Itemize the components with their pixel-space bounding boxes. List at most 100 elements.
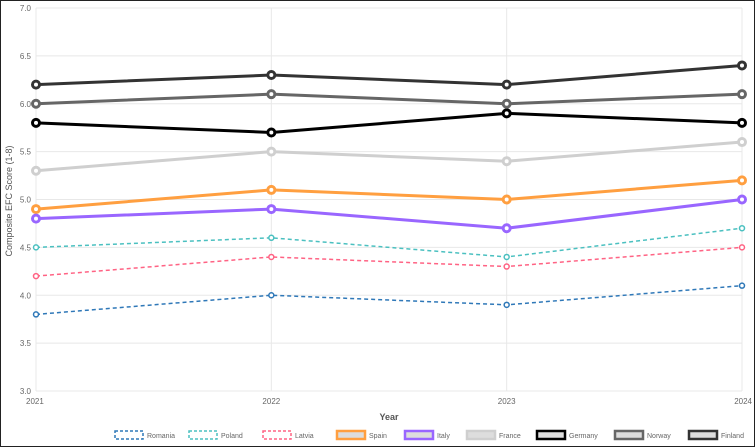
series-line-germany — [35, 111, 743, 134]
legend-swatch — [613, 429, 645, 441]
data-point-norway — [737, 89, 747, 100]
data-point-spain — [266, 184, 277, 195]
data-point-poland — [32, 244, 40, 251]
data-point-france — [31, 165, 41, 176]
series-line-france — [35, 140, 743, 173]
data-point-germany — [501, 108, 512, 119]
data-point-latvia — [32, 272, 40, 280]
legend-swatch — [188, 430, 218, 440]
series-lines — [31, 60, 747, 318]
series-germany — [31, 108, 747, 138]
x-tick-label: 2021 — [26, 397, 44, 406]
legend-label: France — [499, 433, 521, 440]
legend-swatch — [262, 430, 292, 440]
y-tick-label: 3.0 — [20, 387, 32, 396]
data-point-finland — [266, 70, 277, 81]
series-line-finland — [35, 63, 743, 87]
data-point-italy — [737, 194, 747, 205]
legend-swatch — [465, 429, 497, 441]
legend-item-germany[interactable]: Germany — [535, 429, 598, 441]
data-point-norway — [31, 98, 41, 109]
series-line-romania — [35, 284, 743, 316]
data-point-poland — [738, 224, 746, 232]
data-point-italy — [31, 213, 41, 224]
data-point-france — [737, 137, 747, 148]
series-poland — [32, 224, 746, 261]
data-point-norway — [266, 89, 277, 100]
x-tick-label: 2022 — [262, 397, 280, 406]
data-point-latvia — [738, 244, 746, 251]
data-point-france — [266, 146, 277, 157]
y-tick-label: 6.5 — [20, 52, 32, 61]
legend-label: Latvia — [295, 433, 314, 440]
data-point-france — [501, 156, 512, 167]
y-tick-label: 6.0 — [20, 100, 32, 109]
legend-item-spain[interactable]: Spain — [335, 429, 387, 441]
series-spain — [31, 175, 747, 215]
data-point-romania — [738, 282, 746, 289]
legend-label: Poland — [221, 433, 243, 440]
legend-item-poland[interactable]: Poland — [188, 430, 243, 440]
data-point-romania — [32, 311, 40, 318]
data-point-spain — [501, 194, 512, 205]
legend-item-latvia[interactable]: Latvia — [262, 430, 314, 440]
y-tick-label: 5.0 — [20, 196, 32, 205]
y-tick-label: 4.0 — [20, 291, 32, 300]
x-axis-label: Year — [379, 412, 399, 422]
series-norway — [31, 89, 747, 109]
series-france — [31, 137, 747, 176]
data-point-italy — [501, 223, 512, 234]
legend-label: Norway — [647, 433, 671, 440]
data-point-finland — [501, 79, 512, 90]
y-tick-label: 3.5 — [20, 339, 32, 348]
data-point-germany — [31, 117, 41, 128]
legend-swatch — [335, 429, 367, 441]
legend-item-france[interactable]: France — [465, 429, 521, 441]
legend-label: Germany — [569, 433, 598, 440]
data-point-spain — [31, 204, 41, 215]
data-point-romania — [268, 292, 275, 299]
legend-item-italy[interactable]: Italy — [403, 429, 450, 441]
series-line-norway — [35, 92, 743, 106]
series-line-latvia — [35, 246, 743, 277]
legend-label: Spain — [369, 433, 387, 440]
legend-label: Italy — [437, 433, 450, 440]
data-point-latvia — [503, 263, 510, 270]
data-point-finland — [737, 60, 747, 71]
data-point-finland — [31, 79, 41, 90]
data-point-germany — [266, 127, 277, 138]
data-point-latvia — [268, 253, 275, 261]
legend: Romania Poland Latvia Spain Italy France Germa… — [114, 429, 744, 441]
data-point-poland — [268, 234, 275, 242]
data-point-germany — [737, 117, 747, 128]
series-italy — [31, 194, 747, 234]
series-romania — [32, 282, 746, 318]
legend-label: Finland — [721, 433, 744, 440]
series-line-spain — [35, 178, 743, 211]
legend-swatch — [687, 429, 719, 441]
legend-item-finland[interactable]: Finland — [687, 429, 744, 441]
y-axis-label: Composite EFC Score (1-8) — [4, 145, 14, 256]
x-tick-label: 2024 — [734, 397, 752, 406]
data-point-romania — [503, 301, 510, 309]
series-finland — [31, 60, 747, 90]
series-line-poland — [35, 227, 743, 258]
series-latvia — [32, 244, 746, 280]
y-tick-label: 4.5 — [20, 243, 32, 252]
legend-swatch — [403, 429, 435, 441]
legend-item-romania[interactable]: Romania — [114, 430, 175, 440]
legend-label: Romania — [147, 433, 175, 440]
y-tick-label: 7.0 — [20, 4, 32, 13]
x-tick-label: 2023 — [498, 397, 516, 406]
legend-swatch — [114, 430, 144, 440]
legend-item-norway[interactable]: Norway — [613, 429, 671, 441]
data-point-poland — [503, 253, 510, 261]
data-point-norway — [501, 98, 512, 109]
legend-swatch — [535, 429, 567, 441]
series-line-italy — [35, 198, 743, 230]
y-tick-label: 5.5 — [20, 148, 32, 157]
data-point-italy — [266, 204, 277, 215]
y-axis-ticks: 3.0 3.5 4.0 4.5 5.0 5.5 6.0 6.5 7.0 — [20, 4, 32, 396]
